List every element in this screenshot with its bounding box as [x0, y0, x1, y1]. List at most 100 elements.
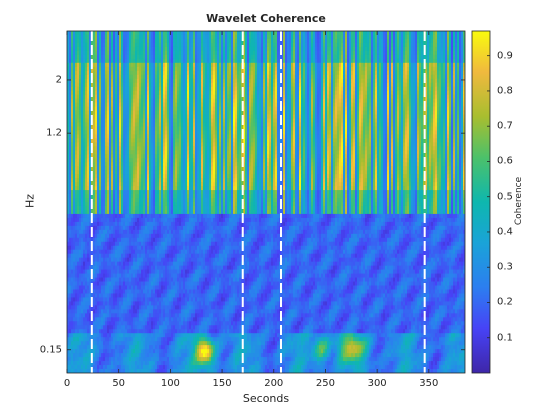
heatmap-cell [237, 31, 240, 36]
heatmap-cell [403, 46, 406, 52]
heatmap-cell [149, 114, 152, 119]
heatmap-cell [333, 50, 336, 56]
heatmap-cell [129, 38, 132, 44]
heatmap-cell [275, 126, 278, 131]
heatmap-cell [261, 90, 264, 96]
heatmap-cell [147, 62, 150, 68]
heatmap-cell [433, 78, 436, 84]
heatmap-cell [385, 90, 388, 96]
heatmap-cell [239, 74, 242, 80]
heatmap-cell [125, 74, 128, 80]
heatmap-cell [333, 31, 336, 36]
heatmap-cell [323, 106, 326, 111]
heatmap-cell [303, 114, 306, 119]
heatmap-cell [85, 34, 88, 40]
heatmap-cell [421, 66, 424, 72]
heatmap-cell [259, 38, 262, 44]
heatmap-cell [285, 66, 288, 72]
heatmap-cell [101, 82, 104, 88]
heatmap-cell [273, 62, 276, 68]
heatmap-cell [305, 34, 308, 40]
heatmap-cell [207, 50, 210, 56]
heatmap-cell [163, 58, 166, 64]
heatmap-cell [199, 54, 202, 60]
heatmap-cell [73, 114, 76, 119]
heatmap-cell [109, 78, 112, 84]
heatmap-cell [449, 90, 452, 96]
heatmap-cell [179, 66, 182, 72]
heatmap-cell [249, 86, 252, 92]
heatmap-cell [307, 74, 310, 80]
heatmap-cell [281, 114, 284, 119]
heatmap-cell [247, 58, 250, 64]
heatmap-cell [423, 70, 426, 76]
heatmap-cell [443, 122, 446, 127]
heatmap-cell [403, 58, 406, 64]
heatmap-cell [181, 78, 184, 84]
heatmap-cell [145, 114, 148, 119]
heatmap-cell [201, 66, 204, 72]
heatmap-cell [253, 74, 256, 80]
heatmap-cell [269, 122, 272, 127]
heatmap-cell [211, 46, 214, 52]
heatmap-cell [379, 46, 382, 52]
heatmap-cell [425, 86, 428, 92]
heatmap-cell [115, 46, 118, 52]
heatmap-cell [229, 46, 232, 52]
heatmap-cell [405, 114, 408, 119]
heatmap-cell [367, 50, 370, 56]
heatmap-cell [115, 114, 118, 119]
heatmap-cell [345, 114, 348, 119]
heatmap-cell [325, 110, 328, 115]
heatmap-cell [105, 118, 108, 123]
heatmap-cell [399, 38, 402, 44]
heatmap-cell [167, 122, 170, 127]
heatmap-cell [295, 50, 298, 56]
heatmap-cell [71, 46, 74, 52]
heatmap-cell [193, 66, 196, 72]
heatmap-cell [367, 110, 370, 115]
heatmap-cell [319, 34, 322, 40]
heatmap-cell [375, 34, 378, 40]
heatmap-cell [295, 78, 298, 84]
heatmap-cell [257, 70, 260, 76]
heatmap-cell [233, 42, 236, 48]
heatmap-cell [203, 94, 206, 100]
heatmap-cell [201, 54, 204, 60]
heatmap-cell [123, 62, 126, 68]
heatmap-cell [89, 62, 92, 68]
heatmap-cell [99, 118, 102, 123]
heatmap-cell [193, 70, 196, 76]
heatmap-cell [299, 94, 302, 100]
heatmap-cell [175, 58, 178, 64]
heatmap-cell [317, 70, 320, 76]
heatmap-cell [457, 66, 460, 72]
heatmap-cell [207, 98, 210, 103]
heatmap-cell [385, 126, 388, 131]
heatmap-cell [365, 46, 368, 52]
heatmap-cell [123, 106, 126, 111]
heatmap-cell [419, 46, 422, 52]
heatmap-cell [433, 70, 436, 76]
heatmap-cell [353, 82, 356, 88]
heatmap-cell [415, 58, 418, 64]
heatmap-cell [161, 110, 164, 115]
heatmap-cell [85, 122, 88, 127]
heatmap-cell [87, 50, 90, 56]
heatmap-cell [71, 82, 74, 88]
heatmap-cell [375, 98, 378, 103]
heatmap-cell [287, 78, 290, 84]
heatmap-cell [375, 82, 378, 88]
heatmap-cell [75, 94, 78, 100]
heatmap-cell [383, 82, 386, 88]
heatmap-cell [73, 31, 76, 36]
heatmap-cell [257, 106, 260, 111]
heatmap-cell [209, 70, 212, 76]
heatmap-cell [411, 62, 414, 68]
heatmap-cell [395, 94, 398, 100]
heatmap-cell [313, 70, 316, 76]
heatmap-cell [145, 122, 148, 127]
heatmap-cell [73, 78, 76, 84]
heatmap-cell [283, 126, 286, 131]
heatmap-cell [289, 94, 292, 100]
